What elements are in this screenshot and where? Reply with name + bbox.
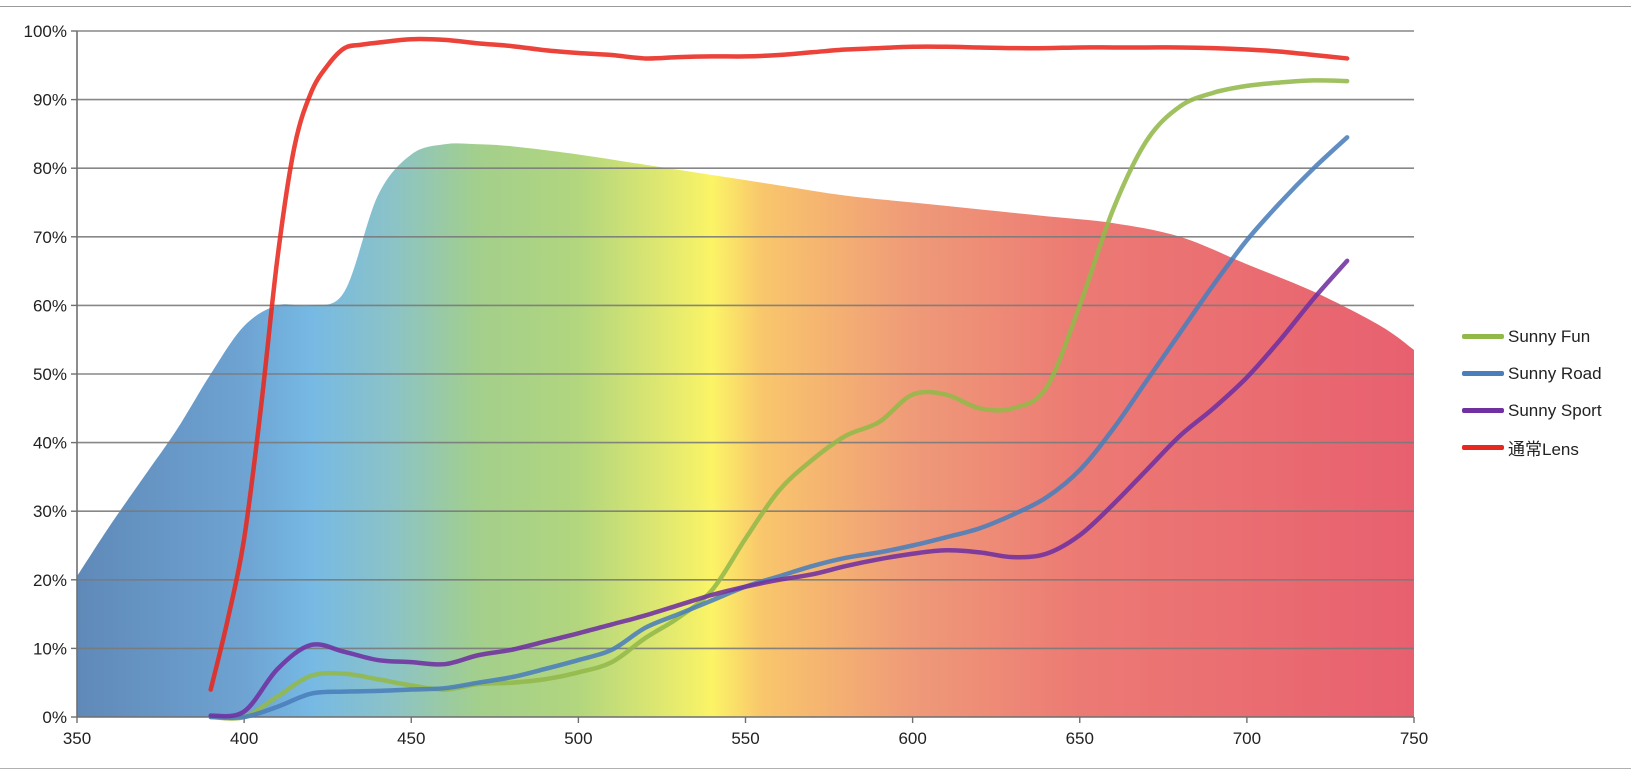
y-tick-label: 100% xyxy=(24,22,67,41)
y-tick-label: 80% xyxy=(33,159,67,178)
series-lines xyxy=(208,36,1350,721)
x-tick-label: 650 xyxy=(1066,729,1094,748)
x-tick-label: 600 xyxy=(898,729,926,748)
x-tick-labels: 350 400 450 500 550 600 650 700 750 xyxy=(63,729,1428,748)
legend: Sunny Fun Sunny Road Sunny Sport 通常Lens xyxy=(1462,318,1602,466)
legend-item: Sunny Road xyxy=(1462,355,1602,392)
legend-label: Sunny Fun xyxy=(1508,326,1591,346)
legend-swatch xyxy=(1462,371,1504,376)
spectrum-area-layer xyxy=(77,143,1414,718)
x-tick-label: 500 xyxy=(564,729,592,748)
series-line xyxy=(208,78,1350,721)
legend-swatch xyxy=(1462,334,1504,339)
legend-item: Sunny Sport xyxy=(1462,392,1602,429)
y-tick-label: 40% xyxy=(33,434,67,453)
x-tick-label: 400 xyxy=(230,729,258,748)
x-tick-label: 450 xyxy=(397,729,425,748)
y-tick-label: 20% xyxy=(33,571,67,590)
y-tick-label: 30% xyxy=(33,502,67,521)
x-tick-label: 700 xyxy=(1233,729,1261,748)
x-tick-label: 350 xyxy=(63,729,91,748)
spectrum-area xyxy=(77,143,1414,718)
gridlines xyxy=(77,30,1414,650)
y-tick-label: 60% xyxy=(33,296,67,315)
y-tick-label: 10% xyxy=(33,639,67,658)
legend-swatch xyxy=(1462,408,1504,413)
y-tick-label: 70% xyxy=(33,228,67,247)
series-line xyxy=(208,258,1350,719)
x-tick-label: 750 xyxy=(1400,729,1428,748)
y-tick-labels: 0% 10% 20% 30% 40% 50% 60% 70% 80% 90% 100% xyxy=(24,22,67,727)
y-tick-label: 90% xyxy=(33,91,67,110)
series-line xyxy=(208,36,1350,692)
legend-swatch xyxy=(1462,445,1504,450)
chart-bottom-border xyxy=(0,768,1631,769)
legend-item: Sunny Fun xyxy=(1462,318,1602,355)
x-tick-label: 550 xyxy=(731,729,759,748)
legend-item: 通常Lens xyxy=(1462,429,1602,466)
y-tick-label: 50% xyxy=(33,365,67,384)
series-line xyxy=(208,135,1350,721)
legend-label: Sunny Road xyxy=(1508,363,1602,383)
legend-label: 通常Lens xyxy=(1508,440,1579,459)
y-tick-label: 0% xyxy=(42,708,67,727)
legend-label: Sunny Sport xyxy=(1508,400,1602,420)
axes xyxy=(71,30,1415,723)
chart-top-border xyxy=(0,6,1631,7)
